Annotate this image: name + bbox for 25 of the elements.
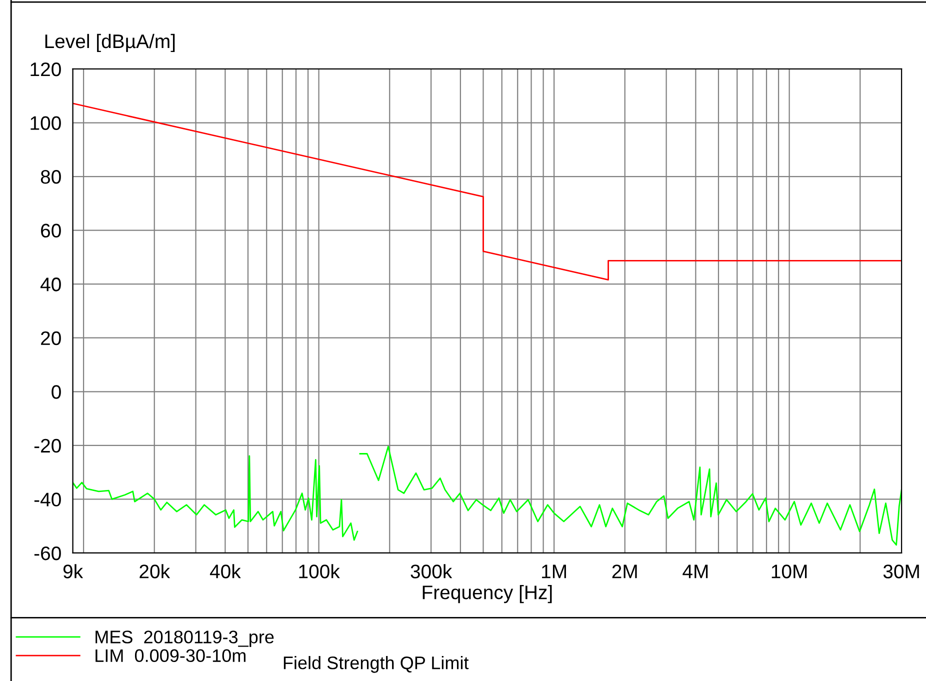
x-tick-label: 300k: [410, 564, 452, 578]
x-axis-title: Frequency [Hz]: [422, 584, 552, 604]
legend-label: LIM 0.009-30-10m: [96, 649, 246, 662]
y-tick-label: 80: [40, 170, 61, 184]
x-tick-label: 2M: [612, 564, 637, 578]
y-tick-label: -40: [34, 492, 61, 506]
y-tick-label: 20: [41, 331, 61, 346]
x-tick-label: 100k: [299, 564, 340, 578]
y-tick-label: -20: [34, 438, 61, 453]
y-tick-label: 0: [52, 385, 61, 399]
y-tick-label: 120: [30, 62, 61, 76]
x-tick-label: 40k: [210, 564, 241, 578]
legend-label: MES 20180119-3_pre: [96, 630, 274, 647]
x-tick-label: 20k: [140, 564, 170, 578]
text: Field Strength QP Limit: [284, 656, 469, 673]
y-tick-label: 40: [40, 278, 61, 292]
x-tick-label: 4M: [682, 564, 708, 578]
y-tick-label: -60: [34, 546, 61, 560]
x-tick-label: 10M: [772, 564, 807, 578]
x-tick-label: 1M: [542, 564, 566, 578]
y-axis-title: Level [dBµA/m]: [45, 34, 175, 52]
y-tick-label: 100: [30, 116, 61, 130]
y-tick-label: 60: [41, 224, 61, 238]
x-tick-label: 30M: [883, 564, 919, 578]
x-tick-label: 9k: [63, 564, 84, 578]
